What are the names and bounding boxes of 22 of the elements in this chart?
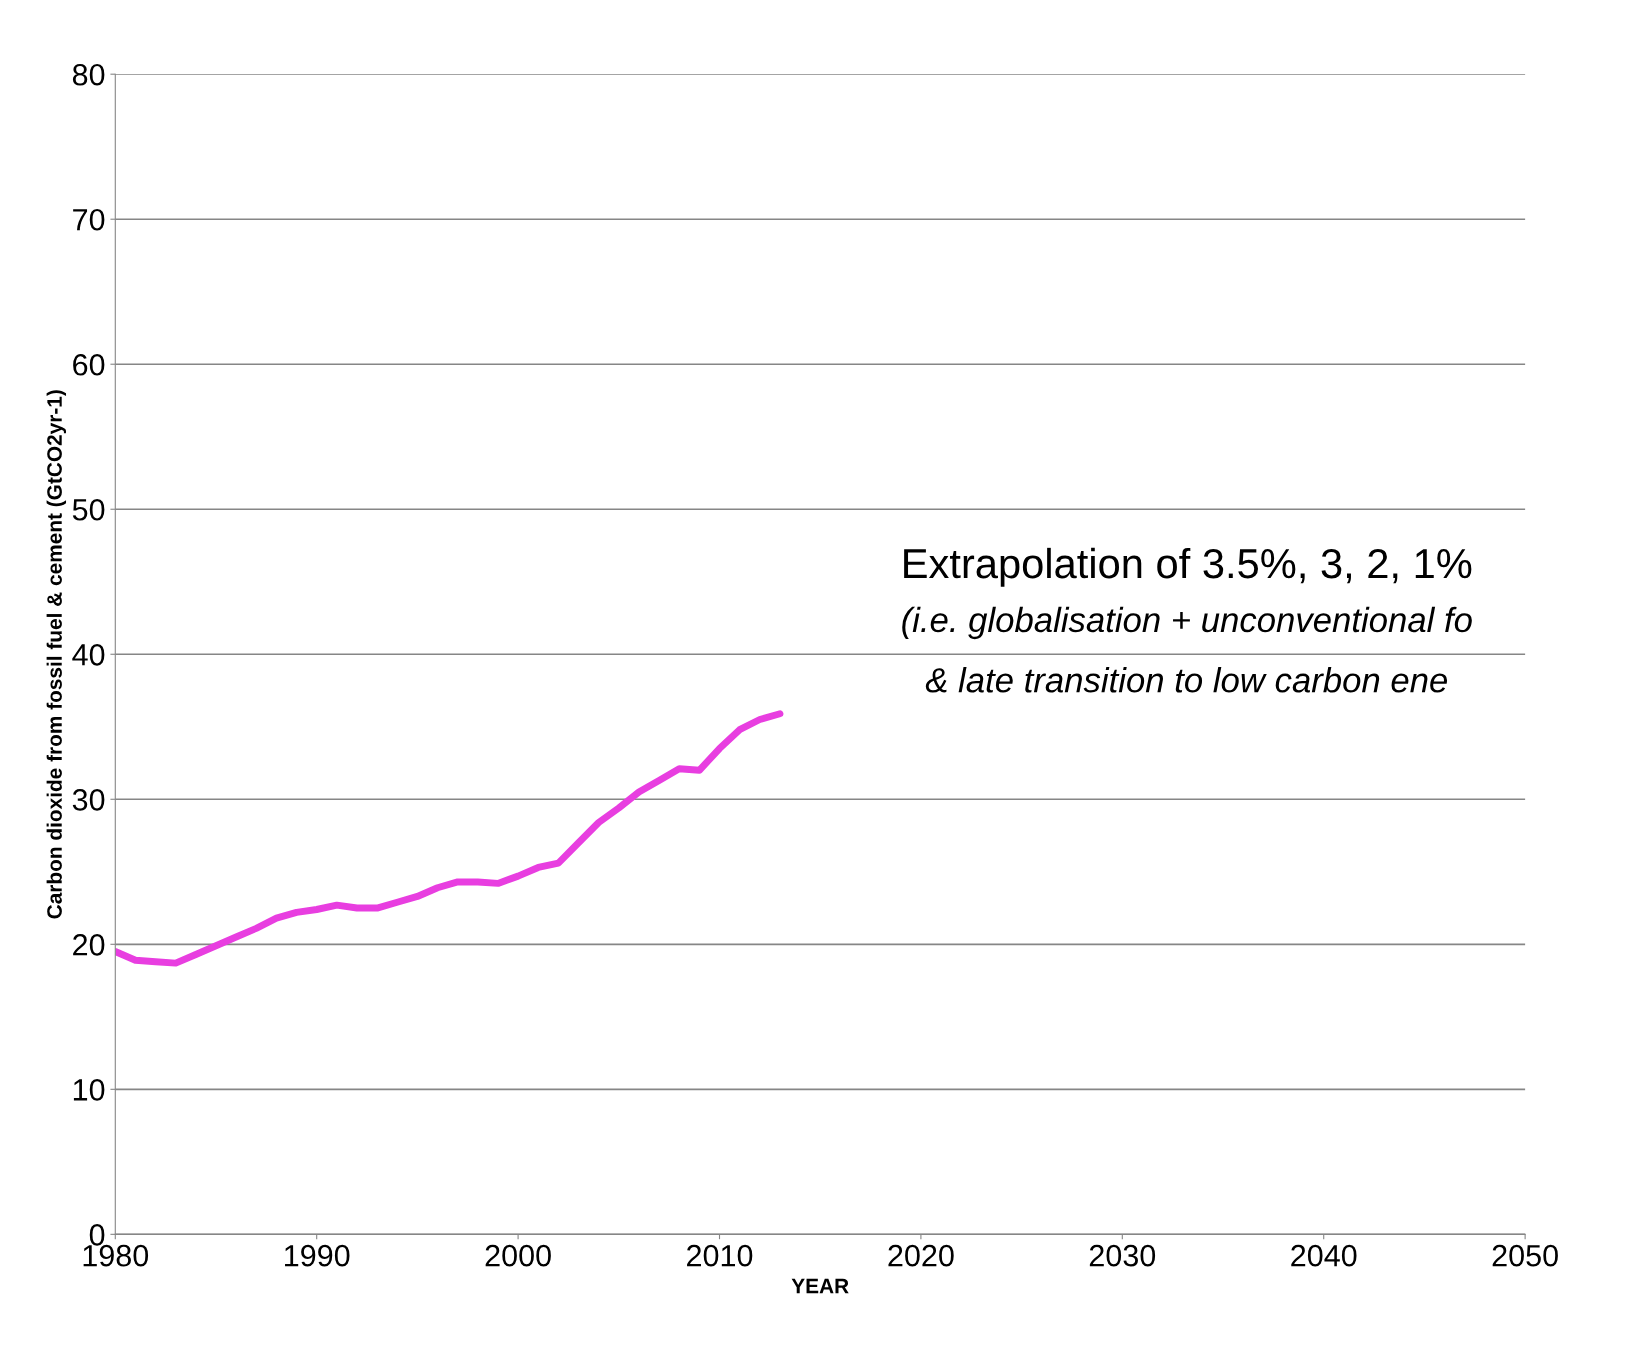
x-tick-label: 2000 [485, 1244, 551, 1267]
y-tick-label: 60 [73, 353, 105, 376]
y-tick-label: 20 [73, 934, 105, 956]
x-tick-label: 1990 [285, 1244, 350, 1267]
y-tick-label: 50 [72, 498, 105, 521]
y-tick-label: 0 [89, 1224, 105, 1246]
x-tick-label: 2030 [1089, 1244, 1156, 1267]
x-axis-title: YEAR [791, 1278, 849, 1294]
y-tick-label: 30 [72, 789, 105, 811]
x-tick-label: 2050 [1492, 1244, 1558, 1267]
y-axis-title: Carbon dioxide from fossil fuel & cement (GtCO2yr-1) [46, 390, 67, 919]
annotation: (i.e. globalisation + unconventional fo [902, 606, 1472, 640]
y-tick-label: 70 [73, 208, 105, 231]
x-tick-label: 2040 [1291, 1244, 1357, 1267]
y-tick-label: 80 [72, 63, 105, 86]
x-tick-label: 2010 [687, 1244, 753, 1267]
y-tick-label: 10 [73, 1079, 105, 1101]
annotation: Extrapolation of 3.5%, 3, 2, 1% [904, 547, 1472, 587]
x-tick-label: 1980 [83, 1244, 149, 1267]
x-tick-label: 2020 [888, 1244, 954, 1267]
annotation: & late transition to low carbon ene [925, 667, 1448, 693]
y-tick-label: 40 [72, 644, 105, 666]
